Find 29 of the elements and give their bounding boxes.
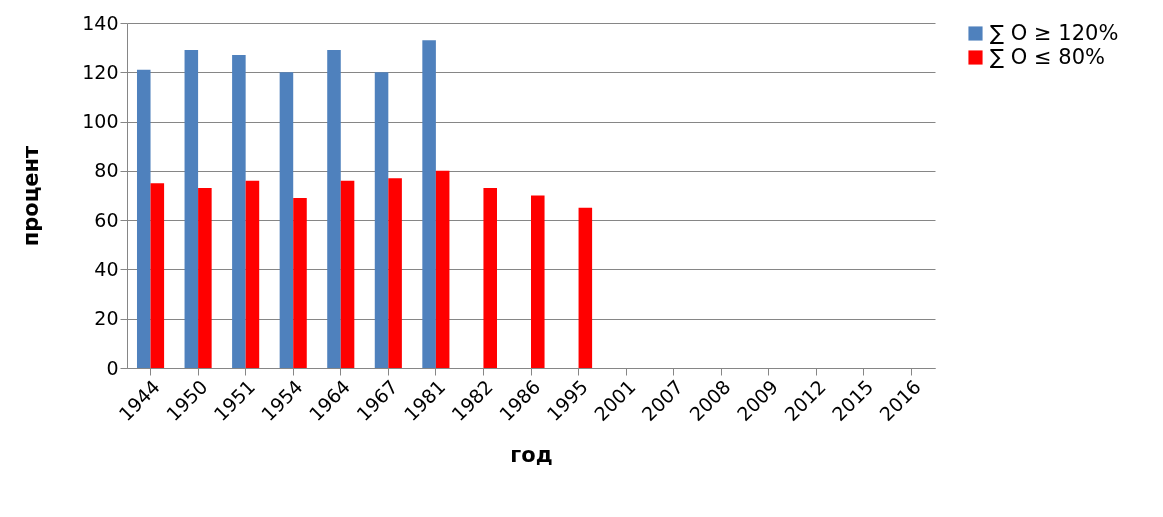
bar (198, 188, 212, 368)
bar (279, 72, 294, 368)
bar (340, 180, 355, 368)
y-tick-label: 40 (94, 257, 119, 280)
bar (388, 178, 402, 368)
legend-label: ∑ O ≤ 80% (990, 44, 1105, 69)
x-axis-title: год (510, 443, 553, 468)
y-axis-title: процент (19, 144, 44, 247)
y-tick-label: 20 (94, 307, 119, 330)
y-tick-label: 100 (82, 110, 119, 133)
bar (578, 207, 593, 368)
y-tick-label: 60 (94, 208, 119, 231)
bar (150, 183, 165, 368)
bar (483, 188, 497, 368)
y-tick-label: 80 (94, 159, 119, 182)
y-tick-label: 140 (82, 11, 119, 34)
bar (293, 197, 307, 368)
bar (374, 72, 389, 368)
bar (422, 40, 436, 368)
bar (184, 50, 199, 368)
legend-label: ∑ O ≥ 120% (990, 20, 1119, 45)
bar (435, 170, 450, 368)
bar (136, 69, 151, 368)
y-tick-label: 0 (106, 356, 119, 379)
bar (327, 50, 341, 368)
bar (232, 55, 246, 368)
bar (245, 180, 260, 368)
bar (531, 195, 545, 368)
y-tick-label: 120 (82, 60, 119, 83)
